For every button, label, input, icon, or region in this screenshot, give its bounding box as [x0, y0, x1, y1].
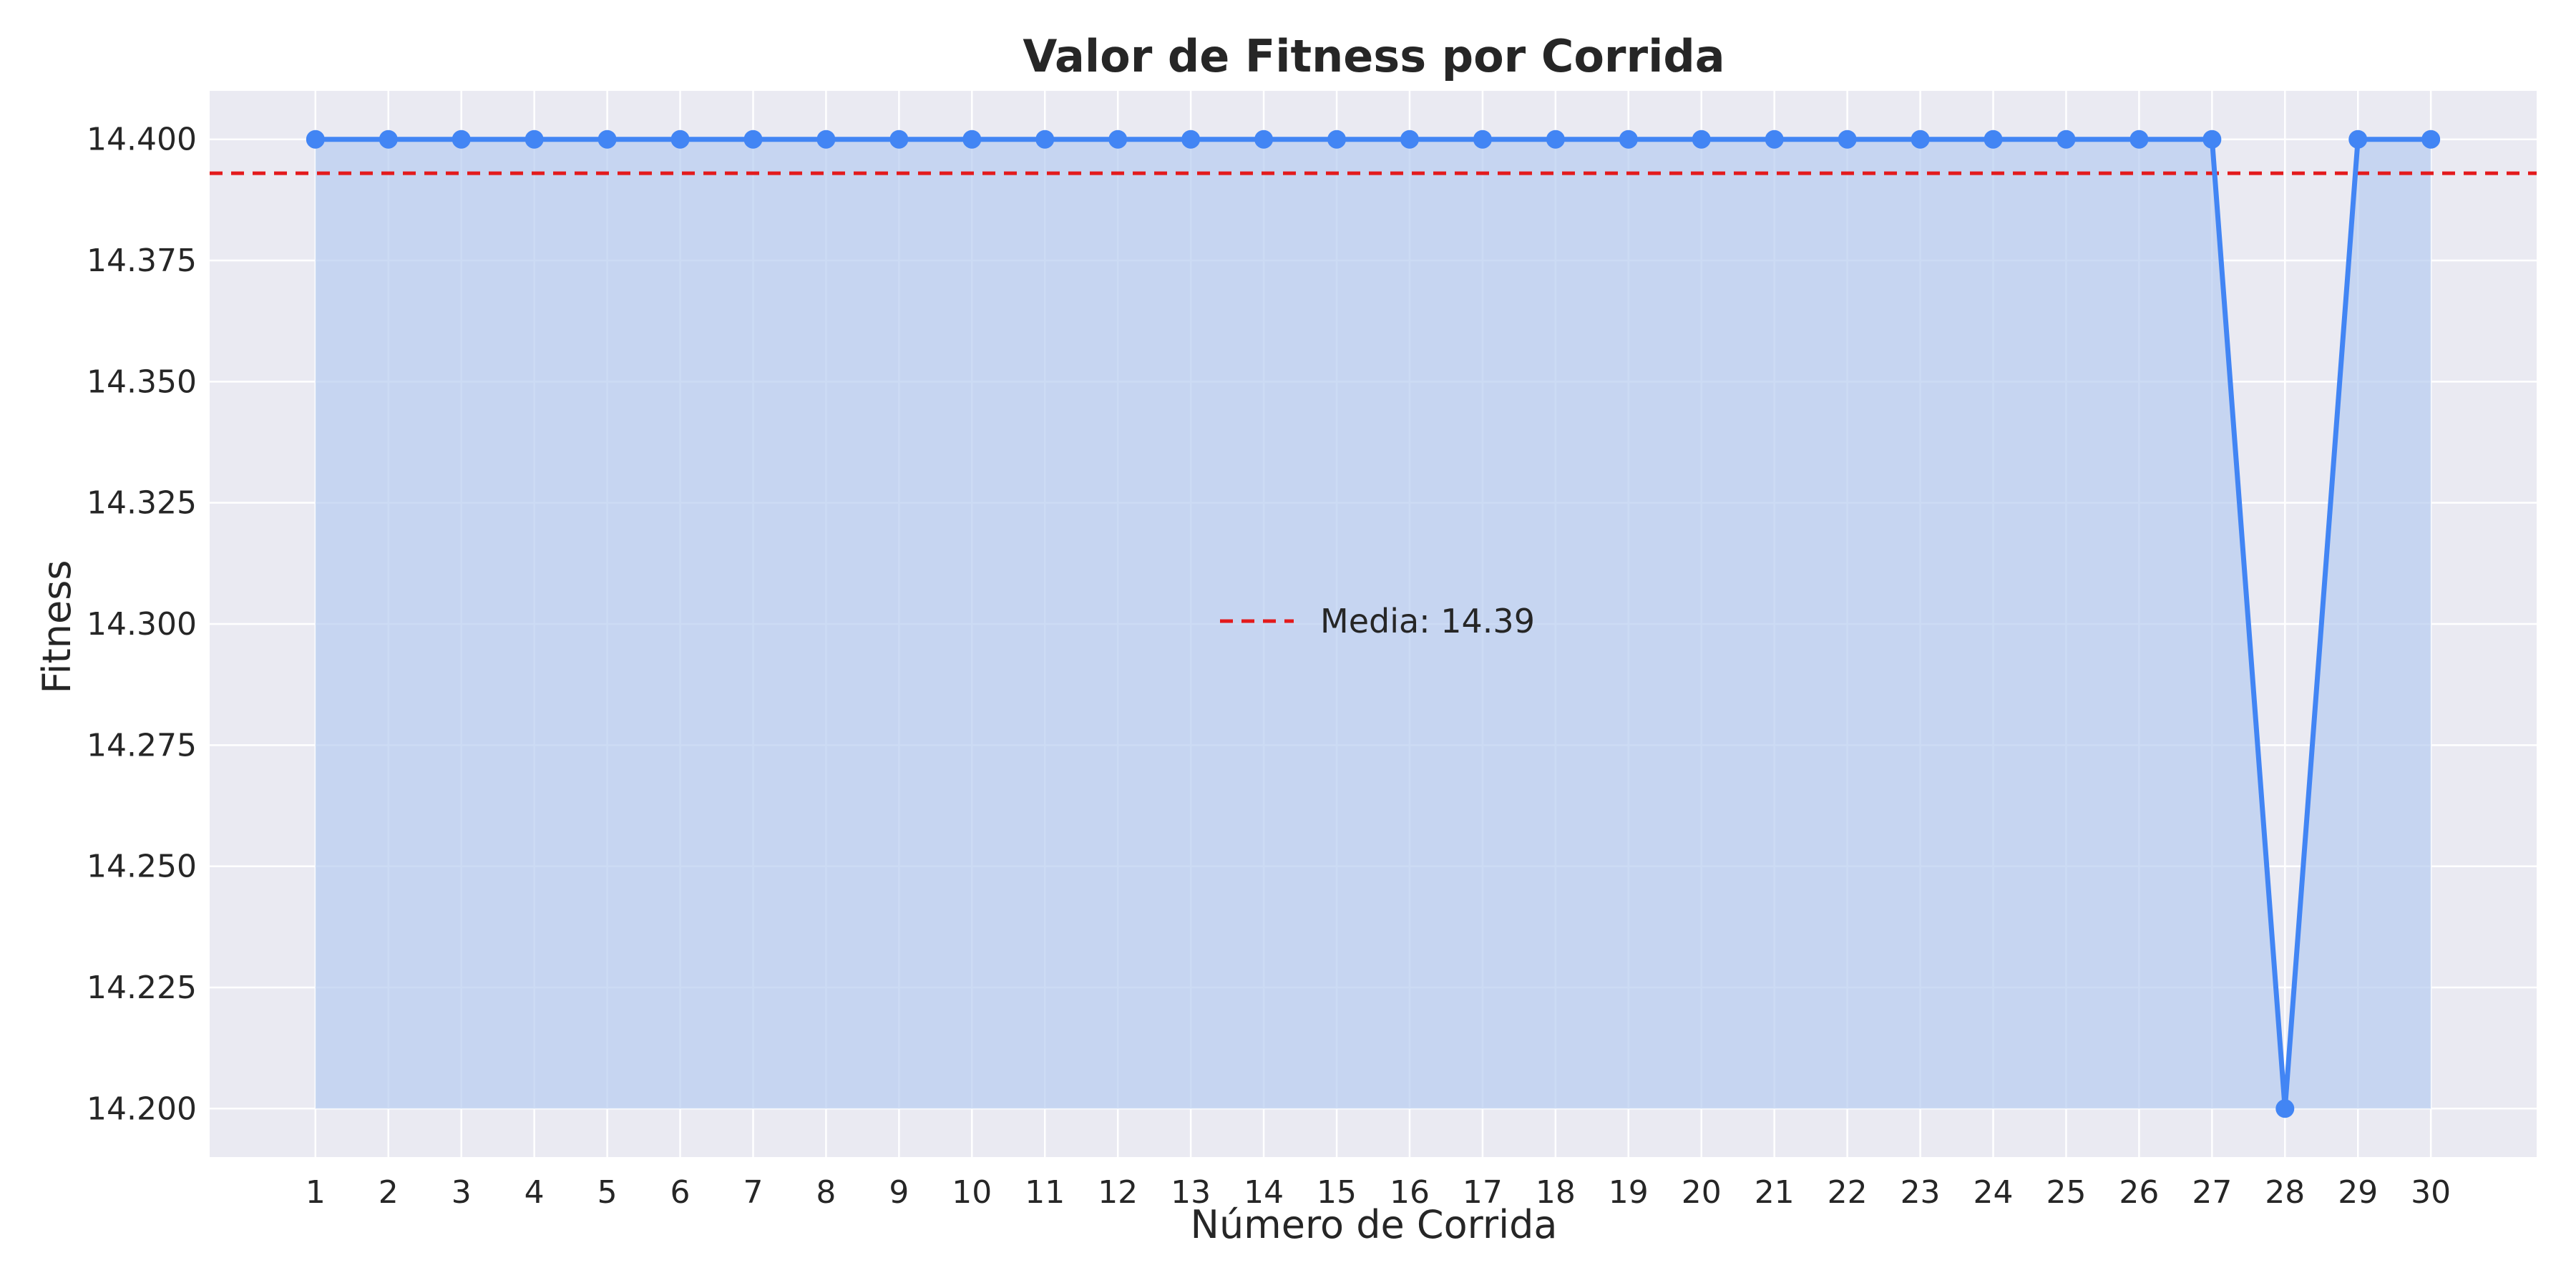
x-tick-label: 18: [1536, 1174, 1576, 1211]
data-point: [2057, 130, 2076, 149]
x-tick-label: 6: [670, 1174, 691, 1211]
x-tick-label: 22: [1828, 1174, 1868, 1211]
x-tick-label: 7: [743, 1174, 763, 1211]
x-tick-label: 1: [306, 1174, 326, 1211]
data-point: [1181, 130, 1201, 149]
x-tick-label: 28: [2265, 1174, 2305, 1211]
data-point: [1911, 130, 1930, 149]
x-tick-label: 12: [1098, 1174, 1138, 1211]
x-tick-label: 23: [1901, 1174, 1941, 1211]
data-point: [525, 130, 544, 149]
y-tick-label: 14.350: [87, 364, 197, 400]
x-tick-label: 20: [1682, 1174, 1722, 1211]
x-tick-label: 15: [1317, 1174, 1357, 1211]
x-tick-label: 27: [2192, 1174, 2232, 1211]
data-point: [2421, 130, 2441, 149]
data-point: [2275, 1099, 2295, 1118]
series-points: [306, 130, 2441, 1118]
data-point: [597, 130, 617, 149]
x-tick-label: 29: [2338, 1174, 2378, 1211]
x-tick-label: 21: [1755, 1174, 1795, 1211]
data-point: [2129, 130, 2149, 149]
x-tick-label: 2: [379, 1174, 399, 1211]
data-point: [2202, 130, 2222, 149]
series-area-fill: [315, 139, 2431, 1109]
x-tick-label: 5: [597, 1174, 618, 1211]
y-tick-label: 14.275: [87, 727, 197, 763]
data-point: [1473, 130, 1492, 149]
data-point: [1400, 130, 1419, 149]
x-tick-label: 9: [889, 1174, 909, 1211]
y-axis-label: Fitness: [34, 560, 79, 693]
x-tick-label: 14: [1244, 1174, 1284, 1211]
data-point: [379, 130, 398, 149]
data-point: [1108, 130, 1128, 149]
y-tick-label: 14.325: [87, 485, 197, 522]
data-point: [816, 130, 836, 149]
data-point: [1035, 130, 1055, 149]
x-tick-label: 26: [2119, 1174, 2159, 1211]
data-point: [2348, 130, 2368, 149]
y-tick-label: 14.200: [87, 1091, 197, 1127]
x-tick-label: 19: [1609, 1174, 1649, 1211]
y-tick-label: 14.250: [87, 849, 197, 885]
data-point: [962, 130, 982, 149]
x-tick-label: 24: [1974, 1174, 2014, 1211]
x-tick-label: 13: [1171, 1174, 1211, 1211]
y-tick-label: 14.225: [87, 970, 197, 1006]
data-point: [306, 130, 325, 149]
chart-title: Valor de Fitness por Corrida: [1023, 30, 1724, 82]
x-tick-label: 10: [952, 1174, 992, 1211]
data-point: [1619, 130, 1638, 149]
data-point: [1327, 130, 1347, 149]
data-point: [743, 130, 763, 149]
data-point: [1546, 130, 1565, 149]
data-point: [1692, 130, 1711, 149]
legend-label-mean: Media: 14.39: [1320, 602, 1535, 640]
series-line: [315, 137, 2431, 1111]
x-tick-label: 25: [2046, 1174, 2086, 1211]
y-tick-label: 14.400: [87, 122, 197, 158]
x-axis-ticks: 1 2 3 4 5 6 7 8 9 10 11 12 13 14 15 16 17 18 19 20 21 22 23 24 2…: [306, 1174, 2451, 1211]
data-point: [452, 130, 471, 149]
legend: Media: 14.39: [1220, 602, 1535, 640]
x-tick-label: 30: [2411, 1174, 2451, 1211]
x-tick-label: 4: [525, 1174, 545, 1211]
data-point: [1838, 130, 1857, 149]
x-tick-label: 8: [816, 1174, 836, 1211]
x-axis-label: Número de Corrida: [1191, 1202, 1558, 1247]
data-point: [1254, 130, 1274, 149]
y-tick-label: 14.375: [87, 243, 197, 279]
x-tick-label: 11: [1025, 1174, 1065, 1211]
data-point: [670, 130, 690, 149]
x-tick-label: 3: [452, 1174, 472, 1211]
x-tick-label: 17: [1463, 1174, 1503, 1211]
data-point: [1765, 130, 1784, 149]
data-point: [1984, 130, 2003, 149]
x-tick-label: 16: [1390, 1174, 1430, 1211]
y-tick-label: 14.300: [87, 606, 197, 643]
data-point: [889, 130, 909, 149]
y-axis-ticks: 14.200 14.225 14.250 14.275 14.300 14.325 14.3…: [87, 122, 197, 1128]
